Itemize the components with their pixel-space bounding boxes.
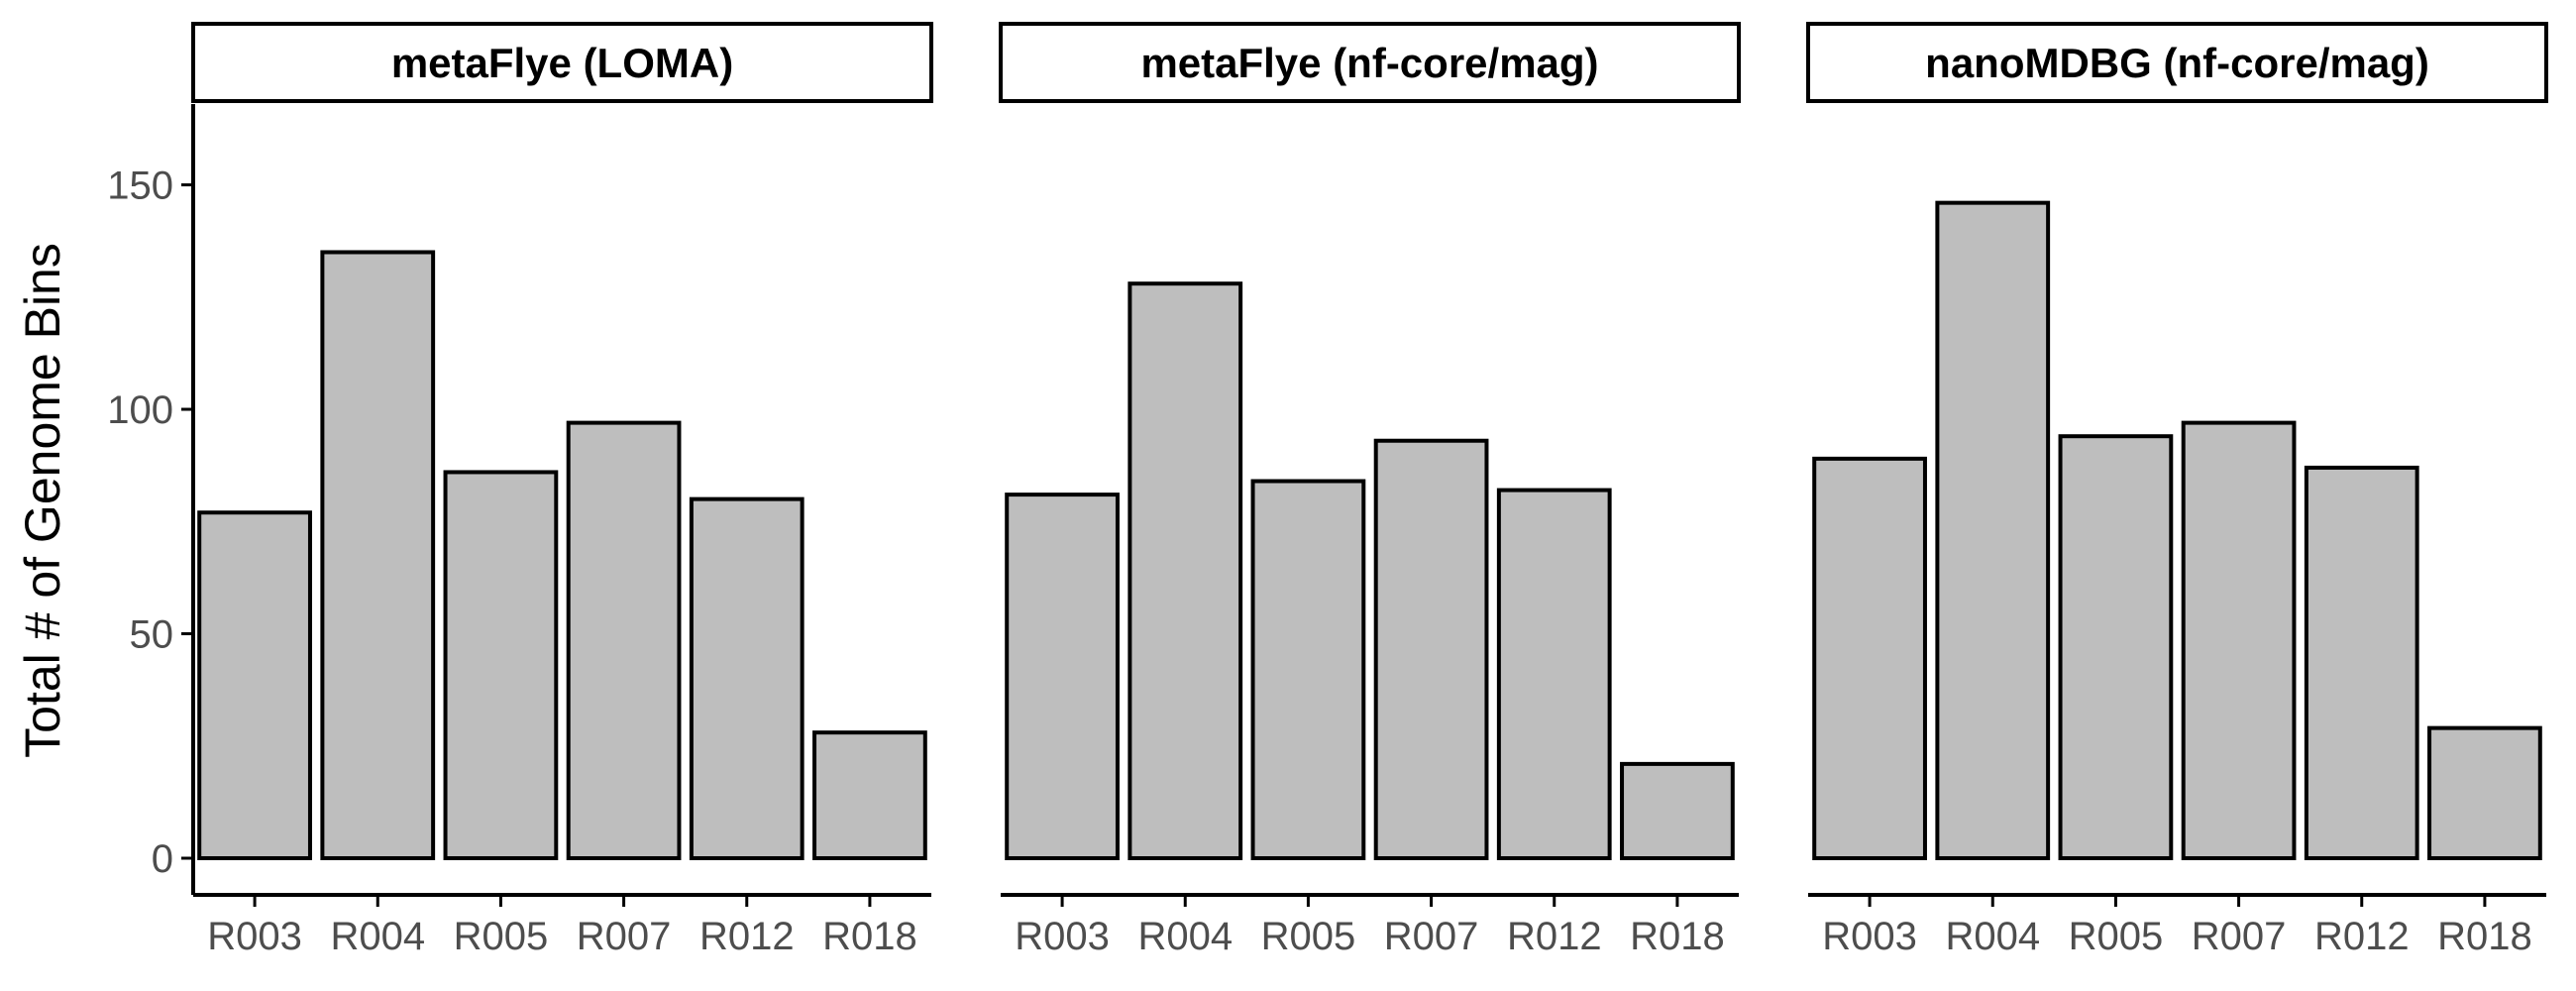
- bar-r012: [689, 496, 805, 860]
- bar-r004: [320, 250, 436, 861]
- panel-2: metaFlye (nf-core/mag) R003 R004 R005 R007 R0…: [999, 22, 1741, 958]
- y-axis-label: Total # of Genome Bins: [15, 243, 70, 758]
- bar-r018: [812, 730, 927, 861]
- x-tick-label: R018: [822, 915, 917, 958]
- x-tick-label: R018: [2437, 915, 2532, 958]
- panel-3: nanoMDBG (nf-core/mag) R003 R004 R005 R007 R0…: [1806, 22, 2548, 958]
- x-tick-label: R007: [2192, 915, 2287, 958]
- bar-r018: [1620, 761, 1735, 860]
- x-tick-label: R018: [1630, 915, 1725, 958]
- bar-r004: [1127, 281, 1243, 860]
- x-tick-label: R005: [1261, 915, 1356, 958]
- x-tick-label: R003: [1822, 915, 1917, 958]
- panel-1: metaFlye (LOMA) 0 50 100 150 R003 R004 R005 R007…: [107, 22, 933, 958]
- bar-r003: [1005, 493, 1120, 860]
- x-tick-label: R005: [454, 915, 549, 958]
- x-tick-label: R004: [1137, 915, 1233, 958]
- facet-strip: [191, 22, 933, 103]
- bar-r007: [2181, 420, 2297, 860]
- bar-r012: [1496, 488, 1612, 860]
- bar-r003: [197, 510, 312, 860]
- bar-r018: [2427, 725, 2542, 860]
- bar-r005: [443, 470, 559, 860]
- bar-r003: [1812, 456, 1927, 860]
- x-tick-label: R007: [577, 915, 672, 958]
- bar-r004: [1935, 200, 2051, 860]
- bar-r007: [1373, 438, 1489, 860]
- x-tick-label: R012: [1507, 915, 1602, 958]
- y-tick-label: 100: [107, 388, 173, 432]
- facet-title: metaFlye (LOMA): [391, 40, 733, 86]
- bar-r007: [566, 420, 682, 860]
- bar-r012: [2304, 465, 2419, 860]
- x-tick-label: R012: [699, 915, 795, 958]
- y-tick-label: 50: [130, 613, 174, 657]
- x-tick-label: R003: [1015, 915, 1110, 958]
- facet-strip: [999, 22, 1741, 103]
- x-tick-label: R004: [1945, 915, 2040, 958]
- facet-strip: [1806, 22, 2548, 103]
- y-tick-label: 0: [152, 837, 173, 881]
- x-tick-label: R012: [2314, 915, 2410, 958]
- y-tick-label: 150: [107, 165, 173, 208]
- x-tick-label: R003: [207, 915, 302, 958]
- x-tick-label: R007: [1384, 915, 1479, 958]
- bar-r005: [2058, 434, 2174, 860]
- bar-r005: [1250, 479, 1366, 860]
- panels: metaFlye (LOMA) 0 50 100 150 R003 R004 R005 R007…: [107, 22, 2548, 958]
- facet-title: nanoMDBG (nf-core/mag): [1925, 40, 2429, 86]
- facet-title: metaFlye (nf-core/mag): [1140, 40, 1598, 86]
- x-tick-label: R005: [2069, 915, 2164, 958]
- x-tick-label: R004: [330, 915, 425, 958]
